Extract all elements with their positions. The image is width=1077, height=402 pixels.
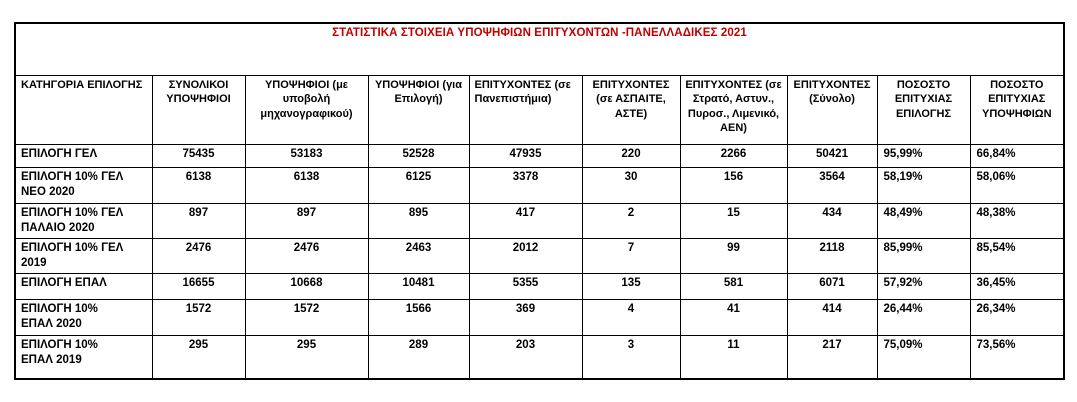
cell: 7 bbox=[581, 237, 681, 275]
cell: 2012 bbox=[468, 237, 583, 275]
cell: 26,44% bbox=[876, 299, 971, 337]
cell: 414 bbox=[786, 299, 878, 337]
cell: 295 bbox=[151, 335, 246, 380]
cell: 289 bbox=[367, 335, 470, 380]
column-header: ΕΠΙΤΥΧΟΝΤΕΣ (σε Πανεπιστήμια) bbox=[468, 74, 583, 145]
cell: 5355 bbox=[468, 273, 583, 301]
statistics-table: ΣΤΑΤΙΣΤΙΚΑ ΣΤΟΙΧΕΙΑ ΥΠΟΨΗΦΙΩΝ ΕΠΙΤΥΧΟΝΤΩ… bbox=[14, 22, 1065, 380]
cell: 1572 bbox=[244, 299, 369, 337]
cell: 6125 bbox=[367, 166, 470, 204]
cell: 58,19% bbox=[876, 166, 971, 204]
table-title: ΣΤΑΤΙΣΤΙΚΑ ΣΤΟΙΧΕΙΑ ΥΠΟΨΗΦΙΩΝ ΕΠΙΤΥΧΟΝΤΩ… bbox=[14, 22, 1065, 76]
cell: 47935 bbox=[468, 143, 583, 168]
cell: 417 bbox=[468, 202, 583, 239]
cell: 434 bbox=[786, 202, 878, 239]
cell: 217 bbox=[786, 335, 878, 380]
cell: 16655 bbox=[151, 273, 246, 301]
cell: 10668 bbox=[244, 273, 369, 301]
column-header: ΥΠΟΨΗΦΙΟΙ (για Επιλογή) bbox=[367, 74, 470, 145]
cell: 10481 bbox=[367, 273, 470, 301]
cell: 1566 bbox=[367, 299, 470, 337]
cell: 6071 bbox=[786, 273, 878, 301]
cell: 57,92% bbox=[876, 273, 971, 301]
cell: 99 bbox=[679, 237, 788, 275]
cell: ΕΠΙΛΟΓΗ 10% ΕΠΑΛ 2019 bbox=[14, 335, 153, 380]
cell: 2 bbox=[581, 202, 681, 239]
table-row: ΕΠΙΛΟΓΗ 10% ΕΠΑΛ 2019 295 295 289 203 3 11 217 7… bbox=[14, 335, 1065, 380]
cell: 75435 bbox=[151, 143, 246, 168]
cell: 48,38% bbox=[969, 202, 1065, 239]
cell: 73,56% bbox=[969, 335, 1065, 380]
table-row: ΕΠΙΛΟΓΗ 10% ΓΕΛ 2019 2476 2476 2463 2012 7 99 2… bbox=[14, 237, 1065, 275]
cell: 2476 bbox=[244, 237, 369, 275]
table-row: ΕΠΙΛΟΓΗ 10% ΓΕΛ ΝΕΟ 2020 6138 6138 6125 3378… bbox=[14, 166, 1065, 204]
cell: 41 bbox=[679, 299, 788, 337]
cell: 295 bbox=[244, 335, 369, 380]
cell: 85,54% bbox=[969, 237, 1065, 275]
cell: 2266 bbox=[679, 143, 788, 168]
cell: 897 bbox=[151, 202, 246, 239]
column-header: ΕΠΙΤΥΧΟΝΤΕΣ (Σύνολο) bbox=[786, 74, 878, 145]
cell: 581 bbox=[679, 273, 788, 301]
cell: 95,99% bbox=[876, 143, 971, 168]
cell: 53183 bbox=[244, 143, 369, 168]
table-row: ΕΠΙΛΟΓΗ ΓΕΛ 75435 53183 52528 47935 220 2266 50… bbox=[14, 143, 1065, 168]
cell: 15 bbox=[679, 202, 788, 239]
cell: 3378 bbox=[468, 166, 583, 204]
cell: 2476 bbox=[151, 237, 246, 275]
column-header: ΠΟΣΟΣΤΟ ΕΠΙΤΥΧΙΑΣ ΕΠΙΛΟΓΗΣ bbox=[876, 74, 971, 145]
cell: 2463 bbox=[367, 237, 470, 275]
cell: 30 bbox=[581, 166, 681, 204]
header-row: ΚΑΤΗΓΟΡΙΑ ΕΠΙΛΟΓΗΣ ΣΥΝΟΛΙΚΟΙ ΥΠΟΨΗΦΙΟΙ ΥΠΟ… bbox=[14, 74, 1065, 145]
column-header: ΕΠΙΤΥΧΟΝΤΕΣ (σε Στρατό, Αστυν., Πυροσ., … bbox=[679, 74, 788, 145]
cell: ΕΠΙΛΟΓΗ ΕΠΑΛ bbox=[14, 273, 153, 301]
cell: 1572 bbox=[151, 299, 246, 337]
cell: 4 bbox=[581, 299, 681, 337]
table-row: ΕΠΙΛΟΓΗ 10% ΓΕΛ ΠΑΛΑΙΟ 2020 897 897 895 417 2… bbox=[14, 202, 1065, 239]
cell: 369 bbox=[468, 299, 583, 337]
cell: 66,84% bbox=[969, 143, 1065, 168]
cell: ΕΠΙΛΟΓΗ 10% ΕΠΑΛ 2020 bbox=[14, 299, 153, 337]
title-row: ΣΤΑΤΙΣΤΙΚΑ ΣΤΟΙΧΕΙΑ ΥΠΟΨΗΦΙΩΝ ΕΠΙΤΥΧΟΝΤΩ… bbox=[14, 22, 1065, 76]
cell: ΕΠΙΛΟΓΗ ΓΕΛ bbox=[14, 143, 153, 168]
cell: 48,49% bbox=[876, 202, 971, 239]
cell: 58,06% bbox=[969, 166, 1065, 204]
cell: 6138 bbox=[244, 166, 369, 204]
cell: 50421 bbox=[786, 143, 878, 168]
cell: ΕΠΙΛΟΓΗ 10% ΓΕΛ 2019 bbox=[14, 237, 153, 275]
cell: ΕΠΙΛΟΓΗ 10% ΓΕΛ ΠΑΛΑΙΟ 2020 bbox=[14, 202, 153, 239]
cell: 3564 bbox=[786, 166, 878, 204]
cell: 52528 bbox=[367, 143, 470, 168]
cell: 895 bbox=[367, 202, 470, 239]
cell: 85,99% bbox=[876, 237, 971, 275]
cell: 6138 bbox=[151, 166, 246, 204]
table-row: ΕΠΙΛΟΓΗ 10% ΕΠΑΛ 2020 1572 1572 1566 369 4 41 4… bbox=[14, 299, 1065, 337]
cell: 75,09% bbox=[876, 335, 971, 380]
cell: 897 bbox=[244, 202, 369, 239]
column-header: ΥΠΟΨΗΦΙΟΙ (με υποβολή μηχανογραφικού) bbox=[244, 74, 369, 145]
table-row: ΕΠΙΛΟΓΗ ΕΠΑΛ 16655 10668 10481 5355 135 581 607… bbox=[14, 273, 1065, 301]
cell: 156 bbox=[679, 166, 788, 204]
cell: 36,45% bbox=[969, 273, 1065, 301]
column-header: ΚΑΤΗΓΟΡΙΑ ΕΠΙΛΟΓΗΣ bbox=[14, 74, 153, 145]
cell: 2118 bbox=[786, 237, 878, 275]
cell: 135 bbox=[581, 273, 681, 301]
cell: 3 bbox=[581, 335, 681, 380]
cell: ΕΠΙΛΟΓΗ 10% ΓΕΛ ΝΕΟ 2020 bbox=[14, 166, 153, 204]
column-header: ΠΟΣΟΣΤΟ ΕΠΙΤΥΧΙΑΣ ΥΠΟΨΗΦΙΩΝ bbox=[969, 74, 1065, 145]
table-head: ΣΤΑΤΙΣΤΙΚΑ ΣΤΟΙΧΕΙΑ ΥΠΟΨΗΦΙΩΝ ΕΠΙΤΥΧΟΝΤΩ… bbox=[14, 22, 1065, 145]
cell: 11 bbox=[679, 335, 788, 380]
cell: 203 bbox=[468, 335, 583, 380]
column-header: ΕΠΙΤΥΧΟΝΤΕΣ (σε ΑΣΠΑΙΤΕ, ΑΣΤΕ) bbox=[581, 74, 681, 145]
cell: 26,34% bbox=[969, 299, 1065, 337]
table-body: ΕΠΙΛΟΓΗ ΓΕΛ 75435 53183 52528 47935 220 2266 50… bbox=[14, 143, 1065, 380]
column-header: ΣΥΝΟΛΙΚΟΙ ΥΠΟΨΗΦΙΟΙ bbox=[151, 74, 246, 145]
cell: 220 bbox=[581, 143, 681, 168]
